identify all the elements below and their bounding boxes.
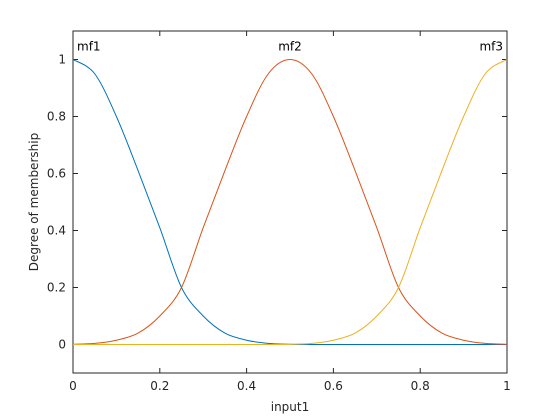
y-tick-label: 0.8 bbox=[47, 110, 66, 124]
mf-labels: mf1 mf2 mf3 bbox=[77, 40, 503, 54]
series-line-mf3 bbox=[73, 59, 508, 346]
x-tick-label: 0.4 bbox=[237, 379, 256, 393]
x-axis-label: input1 bbox=[271, 400, 310, 414]
mf-label-mf2: mf2 bbox=[278, 40, 302, 54]
x-tick-label: 1 bbox=[503, 379, 511, 393]
y-tick-label: 1 bbox=[58, 53, 66, 67]
x-tick-label: 0.8 bbox=[411, 379, 430, 393]
y-tick-label: 0.2 bbox=[47, 281, 66, 295]
x-tick-label: 0.2 bbox=[150, 379, 169, 393]
plot-area bbox=[72, 30, 508, 374]
y-tick-label: 0.4 bbox=[47, 224, 66, 238]
y-tick-label: 0 bbox=[58, 338, 66, 352]
mf-label-mf1: mf1 bbox=[77, 40, 101, 54]
x-tick-label: 0.6 bbox=[324, 379, 343, 393]
y-tick-label: 0.6 bbox=[47, 167, 66, 181]
series-line-mf2 bbox=[72, 58, 508, 345]
series-layer bbox=[72, 58, 508, 346]
x-tick-label: 0 bbox=[69, 379, 77, 393]
ticks: 0 0.2 0.4 0.6 0.8 1 0 0.2 0.4 0.6 0.8 1 bbox=[47, 31, 511, 393]
y-axis-label: Degree of membership bbox=[27, 133, 41, 271]
mf-label-mf3: mf3 bbox=[479, 40, 503, 54]
